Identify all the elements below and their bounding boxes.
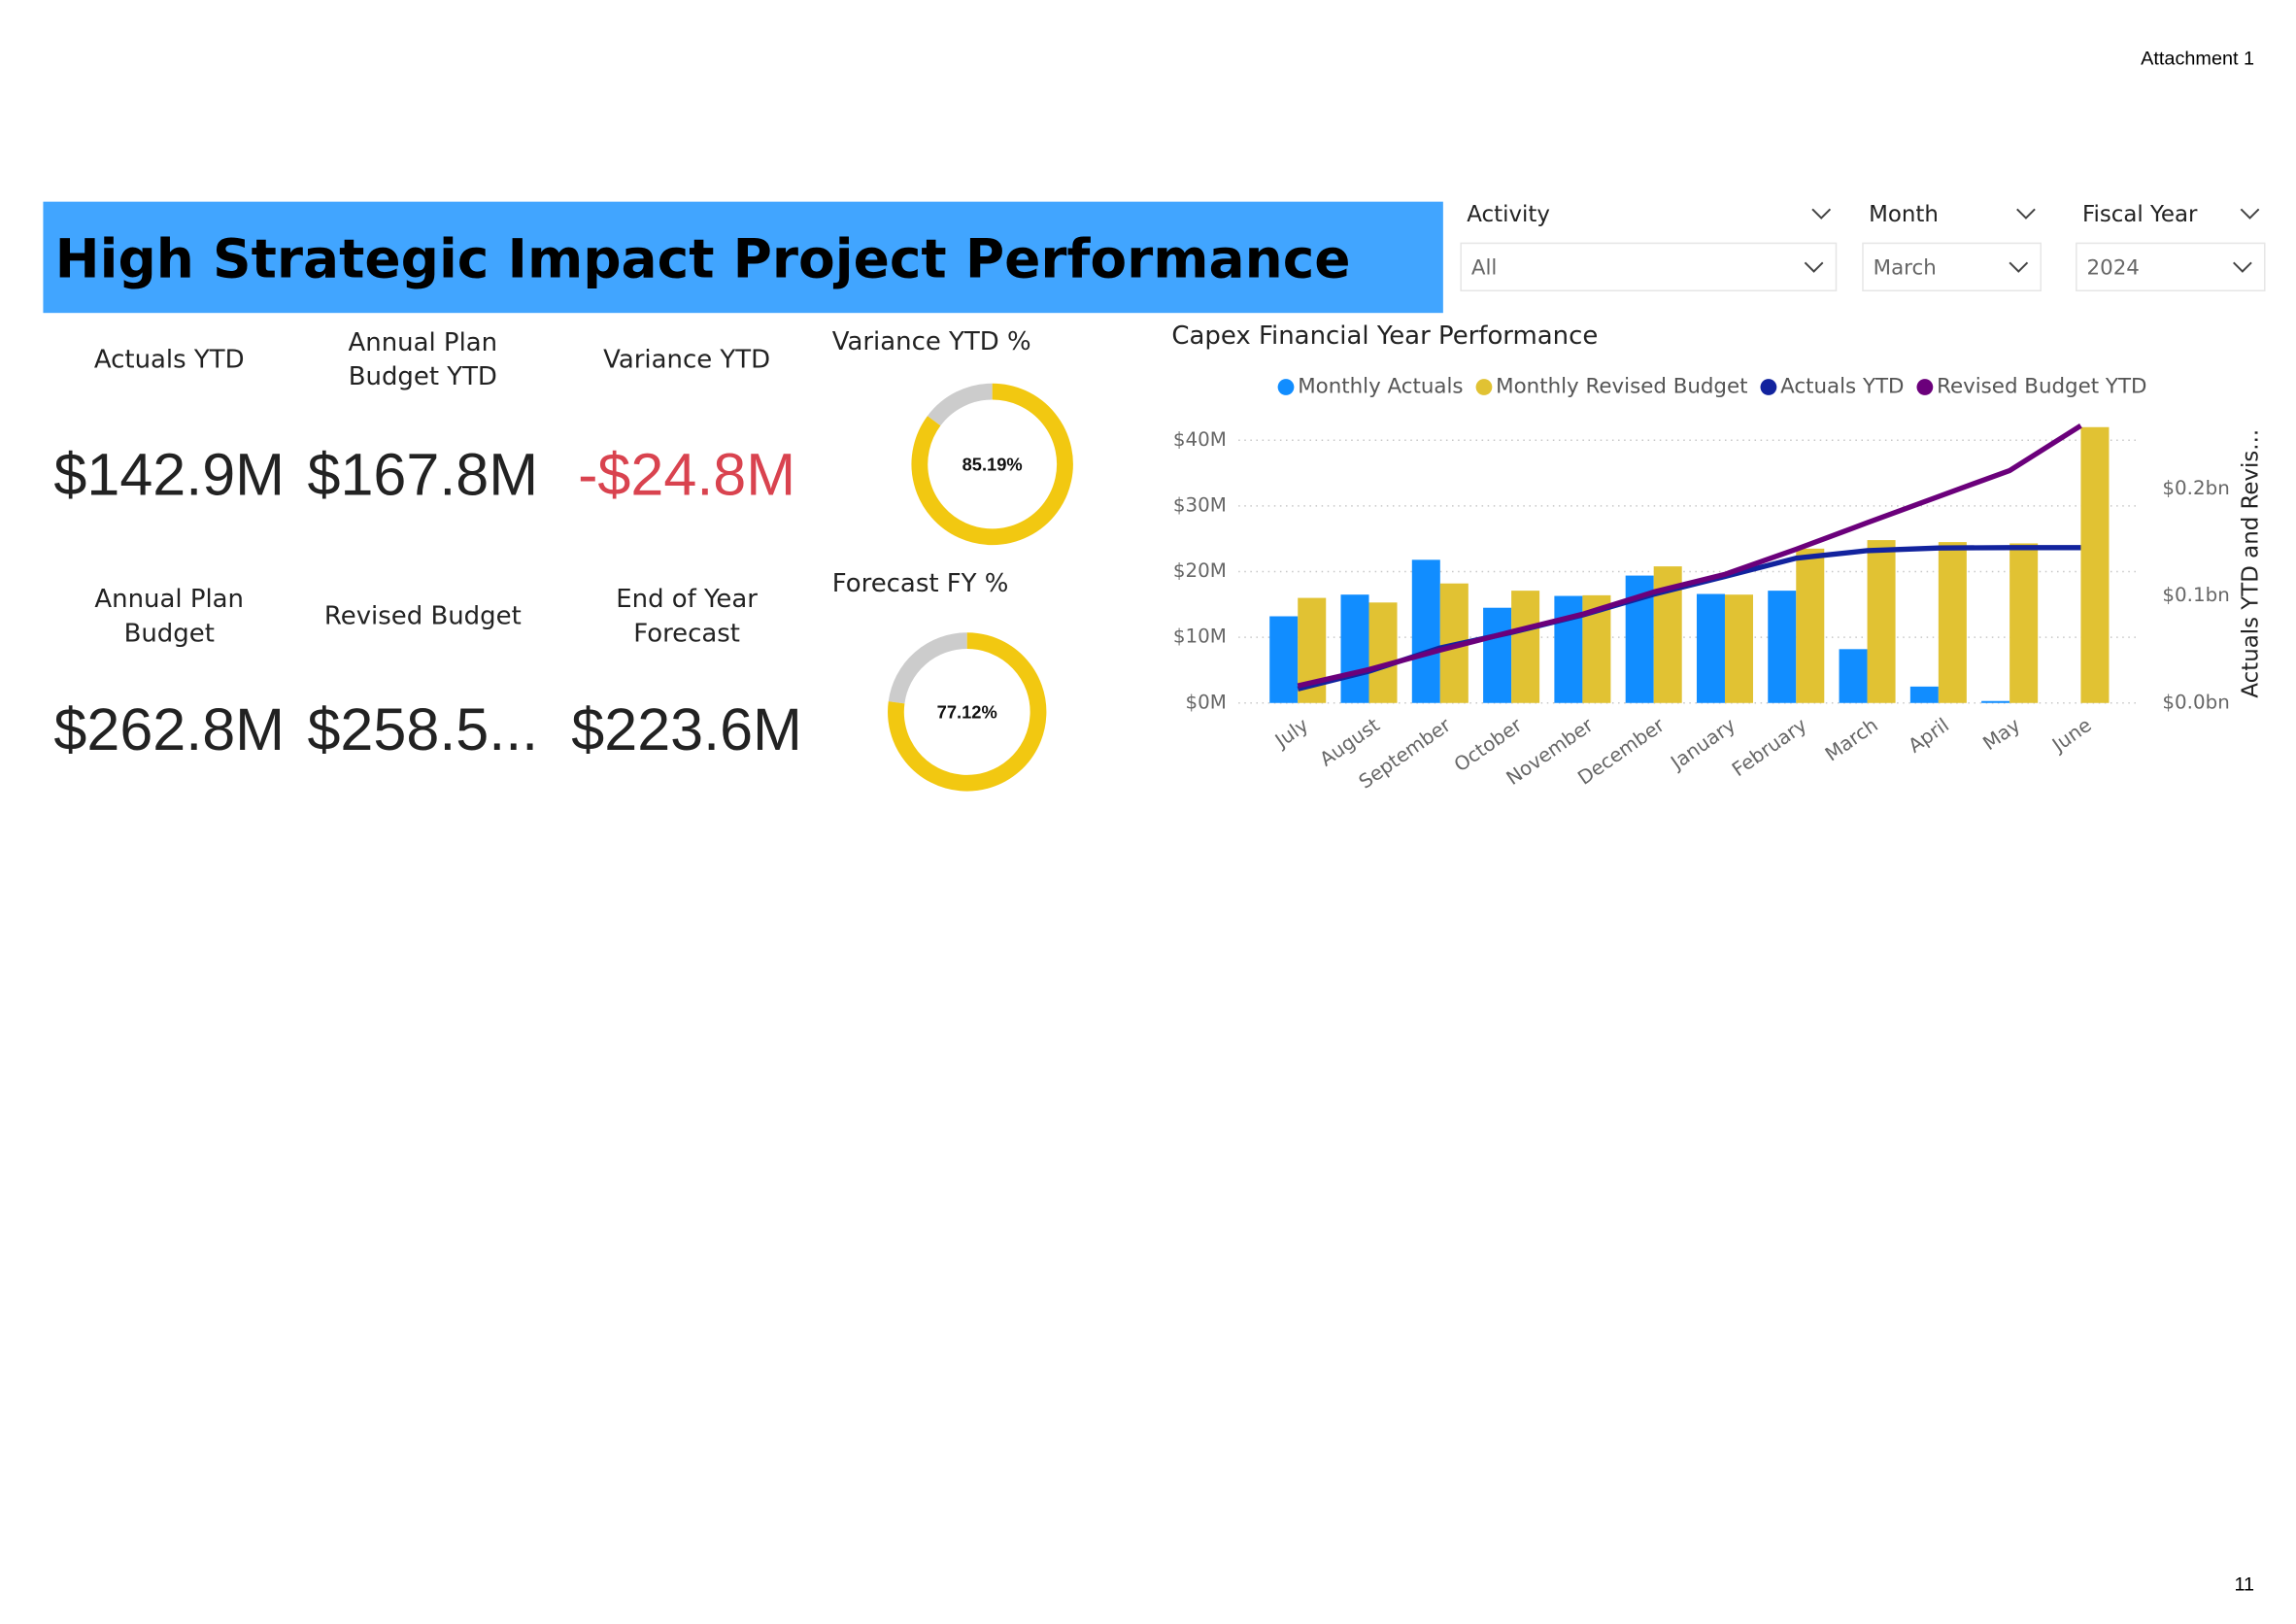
attachment-label: Attachment 1: [2141, 48, 2254, 69]
slicer-label: Month: [1869, 202, 1939, 227]
legend-marker: [1475, 379, 1493, 395]
kpi-label: Budget: [124, 619, 215, 648]
x-tick-label: March: [1821, 714, 1882, 766]
donut-arc: [888, 632, 1047, 792]
y-tick-label: $0M: [1186, 691, 1227, 713]
bar: [1269, 616, 1299, 703]
slicer[interactable]: Activity All: [1460, 202, 1838, 292]
legend-marker: [1916, 379, 1934, 395]
kpi-label: Revised Budget: [324, 602, 522, 631]
donut-rest: [927, 383, 993, 426]
header-title: High Strategic Impact Project Performanc…: [55, 227, 1351, 289]
bar: [1483, 607, 1512, 703]
kpi-value: $262.8M: [53, 696, 285, 762]
kpi-value: $142.9M: [53, 441, 285, 507]
donut-rest: [888, 632, 968, 704]
bar: [1938, 542, 1967, 703]
bar: [1554, 595, 1583, 703]
chevron-icon: [1804, 261, 1824, 273]
x-tick-label: July: [1269, 714, 1312, 754]
chevron-icon: [2016, 208, 2036, 220]
bar: [1909, 686, 1939, 703]
chevron-icon: [2240, 208, 2260, 220]
slicer-dropdown: [1862, 242, 2042, 292]
legend-marker: [1760, 379, 1777, 395]
kpi-label: End of Year: [616, 585, 758, 614]
kpi-value: -$24.8M: [578, 441, 795, 507]
kpi-label: Budget YTD: [349, 362, 497, 391]
legend-label: Monthly Revised Budget: [1496, 375, 1747, 399]
x-tick-label: February: [1728, 714, 1810, 781]
donut-label: 77.12%: [937, 701, 997, 722]
slicer-value: March: [1874, 255, 1937, 280]
bar: [2080, 426, 2110, 703]
x-tick-label: May: [1979, 714, 2025, 756]
legend-label: Monthly Actuals: [1298, 375, 1463, 399]
bar: [1511, 591, 1540, 703]
chevron-icon: [2233, 261, 2252, 273]
bar: [2009, 543, 2039, 703]
page-number: 11: [2234, 1574, 2254, 1596]
donut-label: 85.19%: [962, 454, 1023, 474]
kpi-label: Actuals YTD: [94, 346, 245, 375]
x-tick-label: June: [2046, 714, 2095, 758]
x-tick-label: April: [1905, 714, 1953, 758]
y2-tick-label: $0.1bn: [2162, 584, 2229, 606]
y-tick-label: $10M: [1173, 626, 1227, 648]
bar: [1340, 594, 1369, 703]
kpi-value: $258.5...: [307, 696, 538, 762]
chevron-icon: [1811, 208, 1832, 220]
bar: [1796, 548, 1825, 703]
y-tick-label: $30M: [1173, 493, 1227, 516]
bar: [1867, 540, 1896, 703]
y2-tick-label: $0.2bn: [2162, 477, 2229, 499]
y2-tick-label: $0.0bn: [2162, 691, 2229, 713]
slicer-value: 2024: [2087, 255, 2140, 280]
chart-title: Capex Financial Year Performance: [1171, 321, 1598, 351]
bar: [1839, 649, 1868, 703]
kpi-label: Annual Plan: [94, 585, 244, 614]
kpi-label: Variance YTD: [603, 346, 770, 375]
legend-label: Revised Budget YTD: [1937, 375, 2146, 399]
bar: [1981, 700, 2010, 703]
slicer[interactable]: Fiscal Year 2024: [2076, 202, 2266, 292]
bar: [1696, 593, 1725, 703]
kpi-label: Forecast: [633, 619, 740, 648]
bar: [1724, 594, 1753, 703]
chevron-icon: [2009, 261, 2029, 273]
slicer-label: Fiscal Year: [2082, 202, 2198, 227]
slicer[interactable]: Month March: [1862, 202, 2042, 292]
slicer-dropdown: [2076, 242, 2266, 292]
slicer-label: Activity: [1467, 202, 1550, 227]
header-banner: [43, 201, 1443, 314]
legend-marker: [1277, 379, 1295, 395]
slicer-dropdown: [1460, 242, 1838, 292]
donut-title: Forecast FY %: [832, 569, 1009, 598]
y-tick-label: $40M: [1173, 428, 1227, 451]
slicer-value: All: [1471, 255, 1497, 280]
x-tick-label: January: [1666, 714, 1740, 775]
y-tick-label: $20M: [1173, 559, 1227, 582]
bar: [1368, 602, 1398, 703]
kpi-label: Annual Plan: [349, 328, 498, 357]
donut-arc: [911, 383, 1073, 546]
line: [1297, 423, 2082, 689]
kpi-value: $223.6M: [571, 696, 802, 762]
bar: [1411, 559, 1440, 703]
kpi-value: $167.8M: [308, 441, 539, 507]
legend-label: Actuals YTD: [1780, 375, 1904, 399]
bar: [1768, 591, 1797, 703]
y2-axis-title: Actuals YTD and Revis...: [2239, 429, 2264, 698]
donut-title: Variance YTD %: [832, 327, 1031, 356]
